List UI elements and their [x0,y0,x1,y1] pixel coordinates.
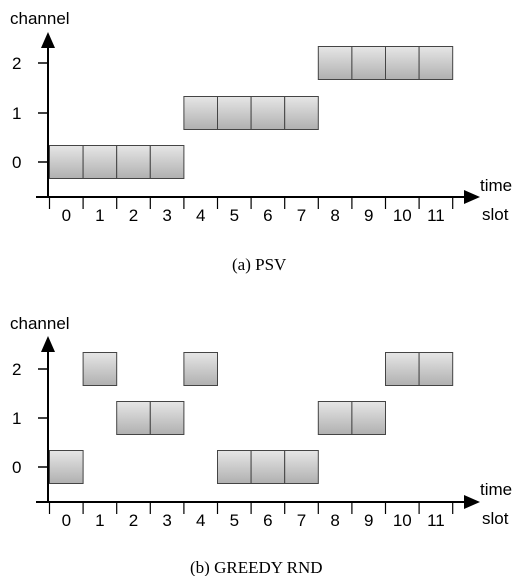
x-tick-label: 6 [263,511,272,530]
channel-slot-cell [82,145,118,179]
x-axis-label-slot: slot [482,205,509,224]
x-tick-label: 2 [129,511,138,530]
x-axis-arrowhead [464,190,480,204]
x-tick-label: 9 [364,511,373,530]
channel-slot-cell [116,145,151,179]
channel-slot-cell [217,96,252,130]
x-tick-label: 7 [297,206,306,225]
x-tick-label: 4 [196,511,205,530]
channel-slot-cell [418,46,454,80]
channel-slot-cell [351,401,386,435]
channel-slot-cell [284,96,319,130]
caption-b: (b) GREEDY RND [190,558,323,576]
x-tick-label: 3 [162,511,171,530]
x-tick-label: 11 [427,206,445,225]
channel-slot-cell [385,46,420,80]
channel-slot-cell [317,46,353,80]
x-tick-label: 9 [364,206,373,225]
channel-slot-cell [284,450,319,484]
x-axis-label-time: time [480,176,512,195]
y-tick-label: 2 [12,54,21,73]
x-tick-label: 8 [330,206,339,225]
x-tick-label: 1 [95,206,104,225]
y-tick-label: 2 [12,360,21,379]
channel-slot-cell [183,96,218,130]
y-axis-arrowhead [41,32,55,48]
x-axis-label-time: time [480,480,512,499]
channel-slot-cell [82,352,118,386]
x-tick-label: 1 [95,511,104,530]
x-tick-label: 6 [263,206,272,225]
x-tick-label: 7 [297,511,306,530]
x-tick-label: 0 [62,206,71,225]
channel-slot-cell [183,352,218,386]
x-tick-label: 0 [62,511,71,530]
x-tick-label: 2 [129,206,138,225]
channel-slot-cell [217,450,252,484]
channel-slot-cell [149,145,185,179]
channel-slot-cell [250,96,286,130]
channel-slot-cell [385,352,420,386]
x-tick-label: 10 [393,206,412,225]
x-tick-label: 10 [393,511,412,530]
x-tick-label: 5 [230,511,239,530]
y-tick-label: 0 [12,458,21,477]
panel-psv: channel time slot (a) PSV 0 1 2 0 1 2 3 4 5 6 7 8 9 1… [10,9,512,274]
y-tick-label: 1 [12,409,21,428]
channel-slot-cell [418,352,454,386]
channel-slot-cell [149,401,185,435]
x-axis-label-slot: slot [482,509,509,528]
caption-a: (a) PSV [232,255,287,274]
x-tick-label: 5 [230,206,239,225]
y-axis-arrowhead [41,336,55,352]
x-tick-label: 4 [196,206,205,225]
y-axis-label: channel [10,9,70,28]
channel-slot-cell [49,145,84,179]
x-tick-label: 11 [427,511,445,530]
channel-slot-cell [351,46,386,80]
x-tick-label: 3 [162,206,171,225]
channel-slot-cell [317,401,353,435]
panel-greedy-rnd: channel time slot (b) GREEDY RND 0 1 2 0 1 2 3… [10,314,512,576]
y-tick-label: 0 [12,153,21,172]
channel-slot-cell [49,450,84,484]
y-axis-label: channel [10,314,70,333]
y-tick-label: 1 [12,104,21,123]
x-axis-arrowhead [464,495,480,509]
x-tick-label: 8 [330,511,339,530]
channel-slot-cell [116,401,151,435]
channel-slot-cell [250,450,286,484]
